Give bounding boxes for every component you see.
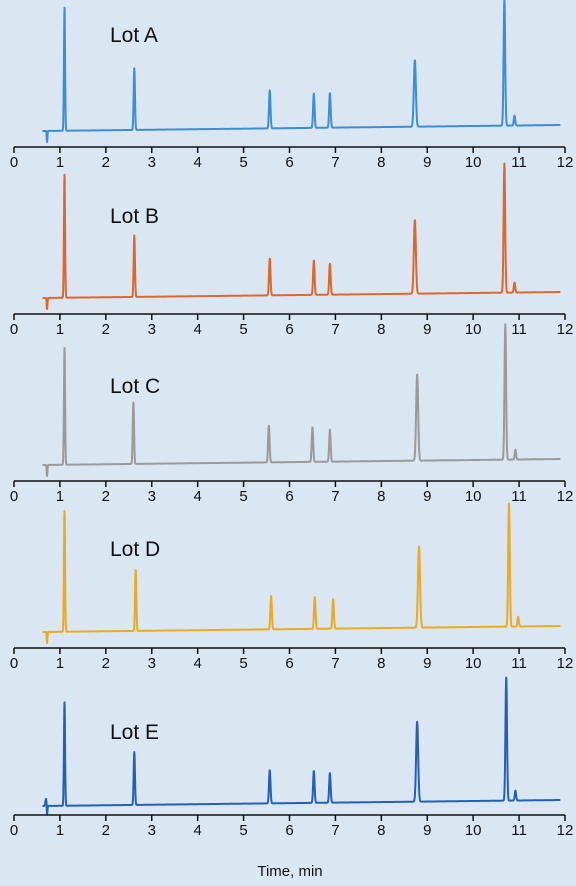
- x-tick-label-1-10: 10: [465, 154, 482, 171]
- x-tick-label-5-4: 4: [193, 822, 201, 839]
- series-line-5: [41, 676, 562, 815]
- x-tick-label-3-8: 8: [377, 488, 385, 505]
- x-tick-label-3-2: 2: [102, 488, 110, 505]
- x-tick-label-4-7: 7: [331, 655, 339, 672]
- x-tick-label-4-12: 12: [557, 655, 574, 672]
- x-tick-label-4-11: 11: [511, 655, 527, 672]
- chromatogram-panel-1: Lot A0 1 2 3 4 5 6 7 8 9 10 11 12: [10, 0, 574, 171]
- series-label-3: Lot C: [110, 375, 160, 398]
- x-tick-label-3-9: 9: [423, 488, 431, 505]
- x-tick-label-4-1: 1: [56, 655, 64, 672]
- x-tick-label-3-1: 1: [56, 488, 64, 505]
- series-line-2: [41, 162, 562, 311]
- x-tick-label-2-9: 9: [423, 321, 431, 338]
- x-tick-label-2-8: 8: [377, 321, 385, 338]
- x-tick-label-2-12: 12: [557, 321, 574, 338]
- x-tick-label-1-8: 8: [377, 154, 385, 171]
- x-tick-label-5-8: 8: [377, 822, 385, 839]
- chromatogram-panel-3: Lot C0 1 2 3 4 5 6 7 8 9 10 11 12: [10, 323, 574, 505]
- x-tick-label-3-6: 6: [285, 488, 293, 505]
- x-tick-label-4-6: 6: [285, 655, 293, 672]
- x-tick-label-3-5: 5: [239, 488, 247, 505]
- series-line-3: [41, 323, 562, 478]
- x-tick-label-5-0: 0: [10, 822, 18, 839]
- x-axis-label: Time, min: [257, 863, 322, 880]
- x-tick-label-1-7: 7: [331, 154, 339, 171]
- x-tick-label-5-11: 11: [511, 822, 527, 839]
- x-tick-label-1-0: 0: [10, 154, 18, 171]
- series-label-2: Lot B: [110, 205, 159, 228]
- x-tick-label-3-3: 3: [148, 488, 156, 505]
- x-tick-label-5-2: 2: [102, 822, 110, 839]
- x-tick-label-5-12: 12: [557, 822, 574, 839]
- x-tick-label-1-12: 12: [557, 154, 574, 171]
- x-tick-label-3-0: 0: [10, 488, 18, 505]
- chromatogram-panel-5: Lot E0 1 2 3 4 5 6 7 8 9 10 11 12: [10, 676, 574, 839]
- series-label-5: Lot E: [110, 721, 159, 744]
- x-tick-label-1-2: 2: [102, 154, 110, 171]
- x-tick-label-2-11: 11: [511, 321, 527, 338]
- x-tick-label-3-7: 7: [331, 488, 339, 505]
- x-tick-label-5-6: 6: [285, 822, 293, 839]
- x-tick-label-3-4: 4: [193, 488, 201, 505]
- x-tick-label-1-4: 4: [193, 154, 201, 171]
- x-tick-label-5-10: 10: [465, 822, 482, 839]
- x-tick-label-2-0: 0: [10, 321, 18, 338]
- x-tick-label-2-7: 7: [331, 321, 339, 338]
- x-tick-label-3-11: 11: [511, 488, 527, 505]
- x-tick-label-2-2: 2: [102, 321, 110, 338]
- x-tick-label-1-5: 5: [239, 154, 247, 171]
- x-tick-label-4-2: 2: [102, 655, 110, 672]
- x-tick-label-5-3: 3: [148, 822, 156, 839]
- x-tick-label-5-7: 7: [331, 822, 339, 839]
- x-tick-label-4-5: 5: [239, 655, 247, 672]
- x-tick-label-1-11: 11: [511, 154, 527, 171]
- chromatogram-panel-4: Lot D0 1 2 3 4 5 6 7 8 9 10 11 12: [10, 502, 574, 672]
- x-tick-label-3-12: 12: [557, 488, 574, 505]
- x-tick-label-1-3: 3: [148, 154, 156, 171]
- x-tick-label-1-6: 6: [285, 154, 293, 171]
- series-label-1: Lot A: [110, 24, 158, 47]
- chromatogram-panel-2: Lot B0 1 2 3 4 5 6 7 8 9 10 11 12: [10, 162, 574, 338]
- x-tick-label-2-4: 4: [193, 321, 201, 338]
- series-line-4: [41, 502, 562, 645]
- series-label-4: Lot D: [110, 538, 160, 561]
- x-tick-label-3-10: 10: [465, 488, 482, 505]
- x-tick-label-5-9: 9: [423, 822, 431, 839]
- x-tick-label-4-10: 10: [465, 655, 482, 672]
- x-tick-label-2-6: 6: [285, 321, 293, 338]
- x-tick-label-4-9: 9: [423, 655, 431, 672]
- x-tick-label-1-9: 9: [423, 154, 431, 171]
- x-tick-label-4-3: 3: [148, 655, 156, 672]
- x-tick-label-2-10: 10: [465, 321, 482, 338]
- x-tick-label-1-1: 1: [56, 154, 64, 171]
- x-tick-label-4-0: 0: [10, 655, 18, 672]
- x-tick-label-2-1: 1: [56, 321, 64, 338]
- x-tick-label-4-4: 4: [193, 655, 201, 672]
- series-line-1: [41, 0, 562, 144]
- x-tick-label-4-8: 8: [377, 655, 385, 672]
- x-tick-label-5-5: 5: [239, 822, 247, 839]
- x-tick-label-5-1: 1: [56, 822, 64, 839]
- x-tick-label-2-3: 3: [148, 321, 156, 338]
- x-tick-label-2-5: 5: [239, 321, 247, 338]
